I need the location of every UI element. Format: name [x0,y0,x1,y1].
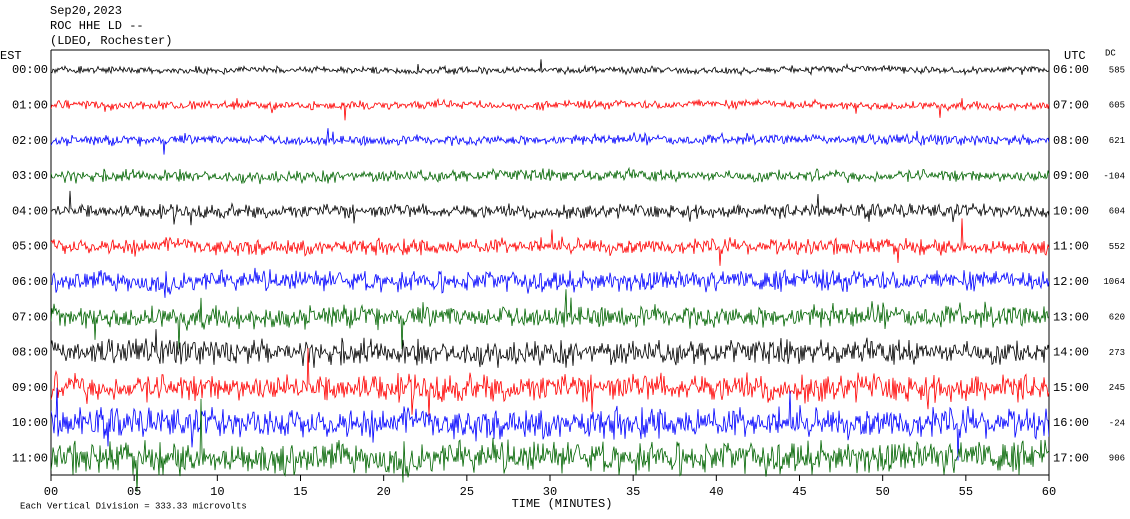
utc-label: 06:00 [1053,63,1089,77]
dc-value: 620 [1109,312,1125,322]
utc-label: 12:00 [1053,275,1089,289]
trace [51,329,1049,368]
x-tick-label: 40 [709,485,723,499]
utc-label: 15:00 [1053,381,1089,395]
dc-value: 1064 [1103,277,1125,287]
est-label: EST [0,49,22,63]
title-line: ROC HHE LD -- [50,19,144,33]
est-label: 10:00 [12,416,48,430]
x-tick-label: 30 [543,485,557,499]
utc-label: 09:00 [1053,169,1089,183]
x-axis-label: TIME (MINUTES) [512,497,613,511]
est-label: 04:00 [12,204,48,218]
trace [51,347,1049,416]
dc-value: -104 [1103,171,1125,181]
est-label: 09:00 [12,381,48,395]
traces [51,59,1049,493]
title-line: Sep20,2023 [50,4,122,18]
x-tick-label: 20 [376,485,390,499]
trace [51,267,1049,298]
trace [51,128,1049,155]
utc-label: UTC [1064,49,1086,63]
dc-value: 906 [1109,454,1125,464]
utc-label: 11:00 [1053,240,1089,254]
utc-label: 16:00 [1053,416,1089,430]
x-tick-label: 55 [959,485,973,499]
trace [51,398,1049,493]
x-tick-label: 45 [792,485,806,499]
trace [51,190,1049,226]
trace [51,166,1049,185]
x-tick-label: 25 [460,485,474,499]
utc-label: 10:00 [1053,204,1089,218]
trace [51,59,1049,77]
utc-label: 17:00 [1053,451,1089,465]
dc-value: 552 [1109,242,1125,252]
x-tick-label: 05 [127,485,141,499]
x-tick-label: 50 [875,485,889,499]
est-label: 05:00 [12,240,48,254]
footnote: Each Vertical Division = 333.33 microvol… [20,501,247,511]
dc-value: 605 [1109,101,1125,111]
trace [51,289,1049,350]
dc-value: 604 [1109,207,1125,217]
est-label: 02:00 [12,134,48,148]
trace [51,218,1049,266]
x-tick-label: 00 [44,485,58,499]
utc-label: 08:00 [1053,134,1089,148]
est-label: 03:00 [12,169,48,183]
est-label: 06:00 [12,275,48,289]
est-label: 07:00 [12,310,48,324]
x-tick-label: 10 [210,485,224,499]
x-tick-label: 60 [1042,485,1056,499]
x-tick-label: 15 [293,485,307,499]
title-line: (LDEO, Rochester) [50,34,172,48]
dc-value: 621 [1109,136,1125,146]
dc-value: 273 [1109,348,1125,358]
est-label: 00:00 [12,63,48,77]
trace [51,97,1049,121]
dc-value: 585 [1109,65,1125,75]
trace [51,387,1049,461]
utc-label: 14:00 [1053,346,1089,360]
est-label: 01:00 [12,98,48,112]
dc-value: -24 [1109,418,1125,428]
x-tick-label: 35 [626,485,640,499]
utc-label: 13:00 [1053,310,1089,324]
est-label: 11:00 [12,451,48,465]
dc-value: 245 [1109,383,1125,393]
utc-label: 07:00 [1053,98,1089,112]
dc-label: DC [1105,48,1116,58]
est-label: 08:00 [12,346,48,360]
